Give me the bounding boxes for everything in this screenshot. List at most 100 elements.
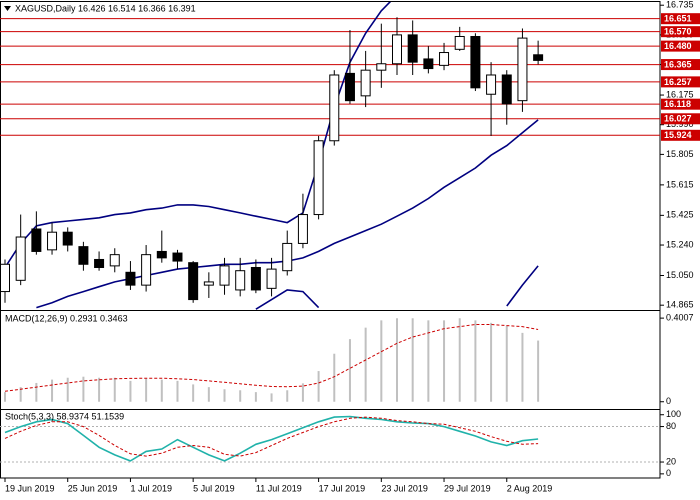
candle-body: [439, 52, 450, 66]
macd-bar: [317, 371, 320, 402]
macd-bar: [82, 376, 85, 402]
macd-bar: [537, 340, 540, 402]
candle-body: [266, 268, 277, 289]
y-tick-label: 0: [666, 468, 671, 478]
macd-bar: [98, 377, 101, 402]
y-tick-label: 20: [666, 456, 676, 466]
candle-body: [172, 252, 183, 262]
candle-body: [407, 34, 418, 63]
marks-layer: [0, 2, 544, 462]
level-box: [661, 76, 700, 88]
level-box: [661, 59, 700, 71]
macd-bar: [254, 392, 257, 402]
macd-bar: [490, 322, 493, 402]
candle-body: [470, 35, 481, 89]
macd-bar: [505, 325, 508, 402]
level-box: [661, 129, 700, 141]
x-tick-label: 25 Jun 2019: [68, 483, 118, 493]
y-tick-label: 15.615: [666, 179, 694, 189]
x-tick-label: 29 Jul 2019: [444, 483, 491, 493]
macd-bar: [301, 383, 304, 402]
level-label: 16.570: [664, 27, 692, 37]
candle-body: [360, 69, 371, 97]
y-tick-label: 80: [666, 421, 676, 431]
macd-bar: [521, 332, 524, 402]
candle-body: [282, 242, 293, 272]
macd-bar: [113, 377, 116, 402]
level-box: [661, 13, 700, 25]
level-labels-layer: 16.651 16.570 16.480 16.365 16.257 16.118 16.0…: [661, 13, 700, 141]
macd-bar: [176, 380, 179, 402]
level-label: 16.257: [664, 77, 692, 87]
candle-body: [486, 74, 497, 95]
level-label: 16.480: [664, 41, 692, 51]
y-tick-label: 15.805: [666, 149, 694, 159]
chart-title: XAGUSD,Daily 16.426 16.514 16.366 16.391: [15, 3, 196, 13]
y-tick-label: 100: [666, 409, 681, 419]
macd-bar: [35, 382, 38, 402]
candle-body: [501, 74, 512, 105]
level-label: 16.365: [664, 59, 692, 69]
level-label: 15.924: [664, 130, 692, 140]
macd-bar: [427, 320, 430, 402]
macd-bar: [207, 387, 210, 402]
menu-icon: [4, 6, 11, 11]
macd-bar: [286, 390, 289, 402]
candle-body: [344, 72, 355, 102]
line: [255, 265, 539, 310]
x-tick-label: 11 Jul 2019: [256, 483, 302, 493]
candle-body: [250, 266, 261, 291]
macd-bar: [380, 320, 383, 402]
candle-body: [94, 258, 105, 268]
macd-bar: [145, 378, 148, 402]
macd-bar: [443, 320, 446, 402]
macd-bar: [270, 393, 273, 402]
macd-bar: [411, 318, 414, 402]
candle-body: [141, 254, 152, 286]
macd-title: MACD(12,26,9) 0.2931 0.3463: [5, 313, 128, 323]
y-tick-label: 15.050: [666, 270, 694, 280]
level-box: [661, 26, 700, 38]
candle-body: [78, 246, 89, 265]
candle-body: [47, 231, 58, 251]
line: [4, 324, 539, 392]
candle-body: [219, 265, 230, 286]
candle-body: [423, 58, 434, 70]
candle-body: [203, 281, 214, 286]
x-tick-label: 23 Jul 2019: [381, 483, 428, 493]
candle-body: [156, 250, 167, 259]
candle-body: [31, 228, 42, 252]
y-tick-label: 16.175: [666, 89, 694, 99]
level-box: [661, 113, 700, 125]
macd-bar: [19, 387, 22, 402]
y-tick-label: 0: [666, 396, 671, 406]
candle-body: [517, 37, 528, 102]
candle-body: [0, 263, 10, 293]
candle-body: [125, 271, 136, 286]
candle-body: [109, 254, 120, 267]
macd-bar: [458, 318, 461, 402]
candle-body: [329, 74, 340, 142]
y-tick-label: 0.4007: [666, 312, 694, 322]
candle-body: [62, 231, 73, 246]
macd-bar: [160, 379, 163, 402]
line: [4, 415, 539, 462]
y-tick-label: 15.425: [666, 210, 694, 220]
macd-bar: [474, 320, 477, 402]
level-box: [661, 98, 700, 110]
level-label: 16.118: [664, 99, 691, 109]
macd-bar: [4, 392, 6, 402]
candle-body: [454, 35, 465, 50]
macd-bar: [192, 384, 195, 402]
level-box: [661, 40, 700, 52]
level-label: 16.027: [664, 114, 692, 124]
line: [4, 416, 539, 457]
macd-bar: [333, 353, 336, 402]
macd-bar: [51, 379, 54, 402]
y-tick-label: 15.240: [666, 239, 694, 249]
macd-bar: [396, 318, 398, 402]
candle-body: [15, 236, 26, 281]
x-tick-label: 2 Aug 2019: [507, 483, 553, 493]
candle-body: [376, 63, 387, 71]
